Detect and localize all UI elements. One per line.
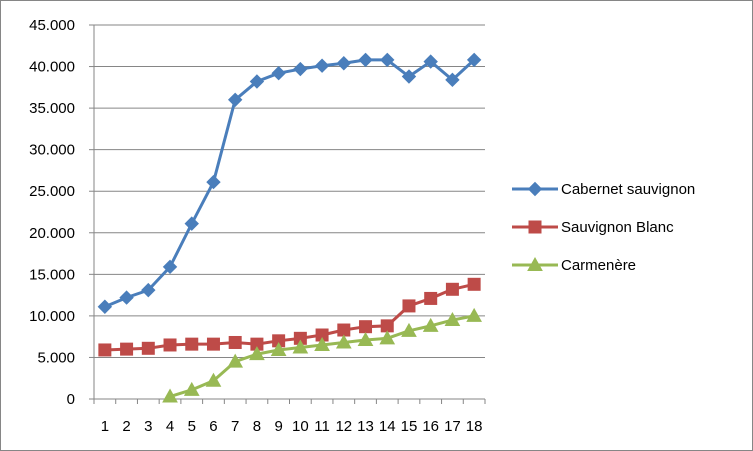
data-point	[379, 330, 396, 345]
legend: Cabernet sauvignon Sauvignon Blanc Carmenè…	[512, 181, 695, 274]
y-tick-label: 5.000	[37, 349, 75, 366]
data-point	[270, 341, 287, 356]
x-tick-label: 9	[274, 418, 282, 435]
data-point	[163, 338, 177, 352]
x-tick-label: 13	[357, 418, 374, 435]
x-tick-label: 6	[209, 418, 217, 435]
data-point	[249, 74, 265, 89]
data-point	[424, 291, 438, 305]
data-point	[249, 346, 265, 361]
y-tick-label: 0	[67, 391, 75, 408]
data-point	[336, 56, 352, 71]
legend-marker	[527, 256, 543, 271]
data-point	[359, 320, 373, 334]
data-point	[314, 58, 330, 73]
data-point	[119, 290, 134, 305]
data-point	[357, 331, 374, 346]
data-point	[184, 216, 199, 231]
data-point	[467, 277, 481, 291]
data-point	[466, 307, 482, 322]
data-point	[97, 299, 113, 314]
data-point	[358, 52, 373, 68]
y-tick-label: 10.000	[29, 308, 75, 325]
x-tick-label: 17	[444, 418, 461, 435]
data-point	[335, 334, 352, 349]
data-point	[205, 372, 222, 387]
y-tick-label: 15.000	[29, 266, 75, 283]
x-tick-label: 4	[166, 418, 174, 435]
data-point	[401, 322, 417, 337]
x-tick-label: 10	[292, 418, 309, 435]
legend-marker	[528, 220, 542, 234]
data-point	[141, 282, 156, 298]
axes: 0 5.000 10.000 15.000 20.000 25.000 30.000 35.0…	[29, 17, 486, 435]
series-2	[98, 277, 481, 357]
y-tick-label: 45.000	[29, 17, 75, 34]
data-point	[183, 381, 200, 396]
legend-item: Carmenère	[512, 256, 636, 274]
y-tick-label: 40.000	[29, 59, 75, 76]
x-tick-label: 11	[314, 418, 330, 435]
data-point	[120, 342, 134, 356]
legend-label: Sauvignon Blanc	[561, 219, 674, 236]
data-point	[401, 69, 417, 84]
x-tick-label: 16	[422, 418, 439, 435]
x-tick-label: 7	[231, 418, 239, 435]
x-tick-label: 1	[101, 418, 109, 435]
x-tick-label: 2	[122, 418, 130, 435]
data-point	[185, 337, 199, 351]
data-point	[380, 319, 394, 333]
data-point	[337, 323, 351, 337]
data-point	[423, 54, 438, 69]
data-point	[422, 317, 439, 332]
x-tick-label: 8	[253, 418, 261, 435]
data-point	[227, 353, 244, 368]
data-point	[206, 337, 220, 351]
data-point	[162, 259, 178, 275]
data-point	[444, 312, 461, 327]
data-point	[380, 52, 395, 68]
data-point	[445, 72, 460, 88]
data-point	[141, 341, 155, 355]
x-tick-label: 12	[335, 418, 352, 435]
legend-label: Carmenère	[561, 257, 636, 274]
y-tick-label: 30.000	[29, 142, 75, 159]
series-1	[97, 52, 482, 314]
gridlines	[94, 24, 485, 358]
y-tick-label: 25.000	[29, 183, 75, 200]
series-line	[104, 282, 475, 352]
x-tick-label: 15	[401, 418, 418, 435]
data-point	[227, 92, 243, 108]
legend-item: Sauvignon Blanc	[512, 219, 674, 236]
data-point	[466, 52, 482, 68]
data-point	[292, 339, 309, 354]
series-layer	[97, 52, 482, 403]
x-tick-label: 5	[188, 418, 196, 435]
x-tick-label: 18	[466, 418, 483, 435]
legend-marker	[527, 181, 543, 197]
data-point	[271, 65, 286, 81]
legend-item: Cabernet sauvignon	[512, 181, 695, 198]
data-point	[314, 336, 330, 351]
data-point	[402, 299, 416, 313]
x-tick-label: 3	[144, 418, 152, 435]
data-point	[293, 61, 308, 77]
data-point	[162, 388, 178, 403]
data-point	[445, 282, 459, 296]
x-tick-label: 14	[379, 418, 396, 435]
data-point	[228, 335, 242, 349]
y-tick-label: 20.000	[29, 225, 75, 242]
series-3	[162, 307, 482, 403]
y-tick-label: 35.000	[29, 100, 75, 117]
legend-label: Cabernet sauvignon	[561, 181, 695, 198]
data-point	[206, 174, 221, 190]
data-point	[98, 343, 112, 357]
series-line	[104, 58, 476, 309]
